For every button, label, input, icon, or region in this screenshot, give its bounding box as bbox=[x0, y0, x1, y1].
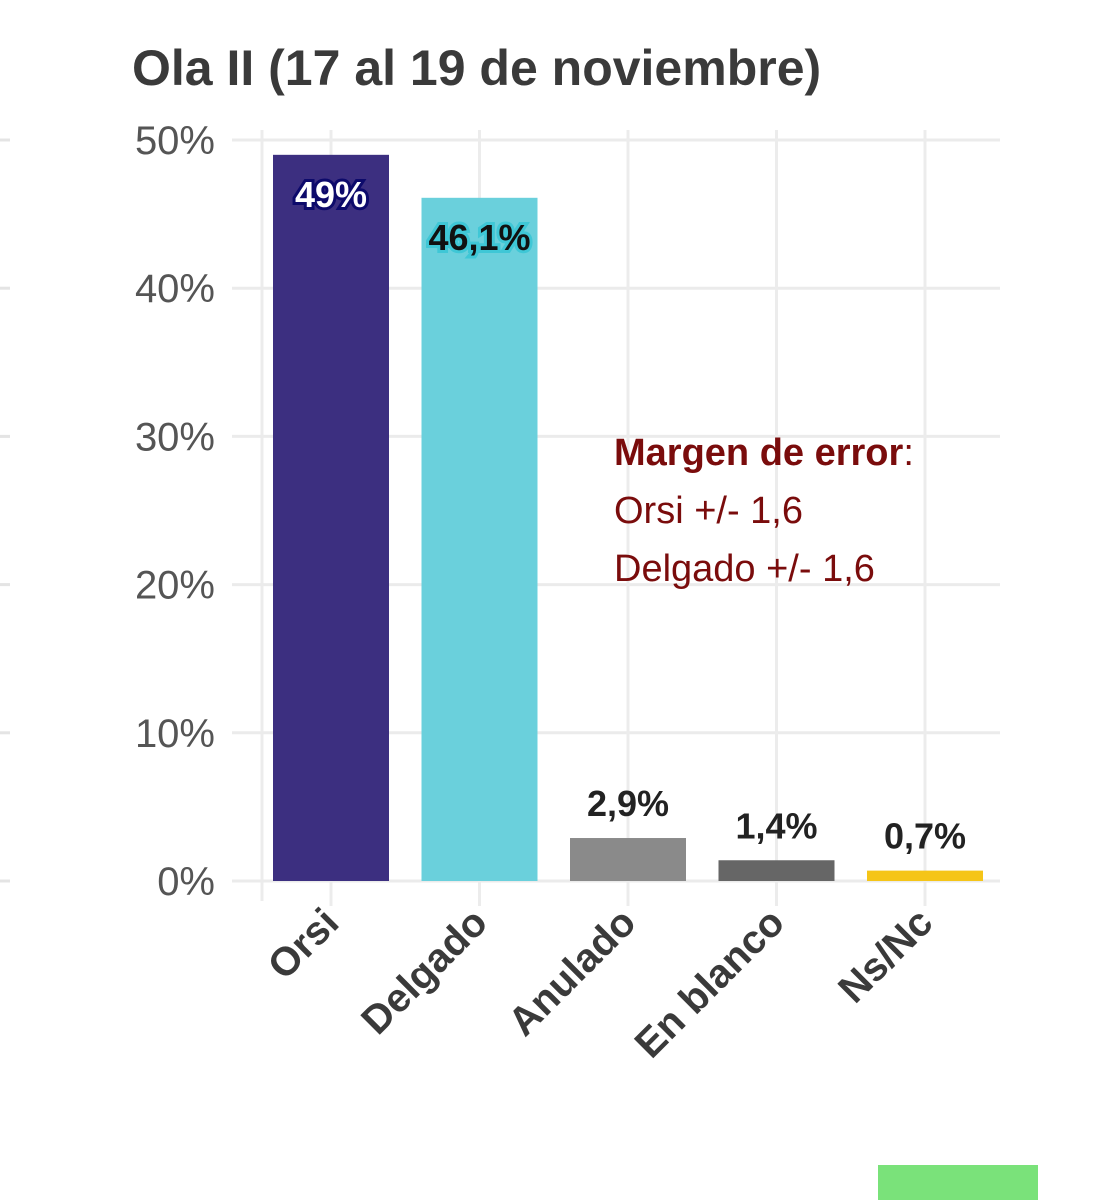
y-tick-label: 0% bbox=[157, 860, 215, 904]
y-tick-label: 10% bbox=[135, 712, 215, 756]
x-tick-label: Ns/Nc bbox=[830, 900, 941, 1011]
margin-annotation: Margen de error: Orsi +/- 1,6 Delgado +/… bbox=[614, 432, 914, 590]
bar-en-blanco bbox=[718, 860, 835, 881]
x-tick-label: Delgado bbox=[353, 900, 496, 1043]
x-tick-label: En blanco bbox=[627, 900, 793, 1066]
x-tick-label: Anulado bbox=[500, 900, 644, 1044]
y-tick-label: 30% bbox=[135, 415, 215, 459]
green-corner-block bbox=[878, 1165, 1038, 1200]
data-label: 0,7% bbox=[884, 816, 966, 857]
y-axis-ticks: 0% 10% 20% 30% 40% 50% bbox=[135, 119, 215, 904]
margin-line-orsi: Orsi +/- 1,6 bbox=[614, 490, 803, 532]
data-labels: 49% 46,1% 2,9% 1,4% 0,7% bbox=[292, 171, 966, 857]
margin-line-delgado: Delgado +/- 1,6 bbox=[614, 548, 875, 590]
margin-heading-colon: : bbox=[903, 432, 914, 474]
data-label: 49% bbox=[295, 174, 367, 215]
bar-anulado bbox=[570, 838, 686, 881]
bar-ns-nc bbox=[867, 870, 983, 881]
margin-heading: Margen de error bbox=[614, 432, 904, 474]
bar-delgado bbox=[421, 197, 538, 882]
x-tick-label: Orsi bbox=[260, 900, 348, 988]
data-label: 1,4% bbox=[735, 805, 817, 846]
bar-orsi bbox=[273, 154, 389, 881]
y-tick-label: 20% bbox=[135, 564, 215, 608]
chart-title: Ola II (17 al 19 de noviembre) bbox=[132, 40, 821, 96]
data-label: 2,9% bbox=[587, 783, 669, 824]
svg-text:Margen de error:: Margen de error: bbox=[614, 432, 914, 474]
bars bbox=[273, 154, 983, 882]
data-label: 46,1% bbox=[428, 217, 530, 258]
y-tick-label: 50% bbox=[135, 119, 215, 163]
y-tick-label: 40% bbox=[135, 267, 215, 311]
